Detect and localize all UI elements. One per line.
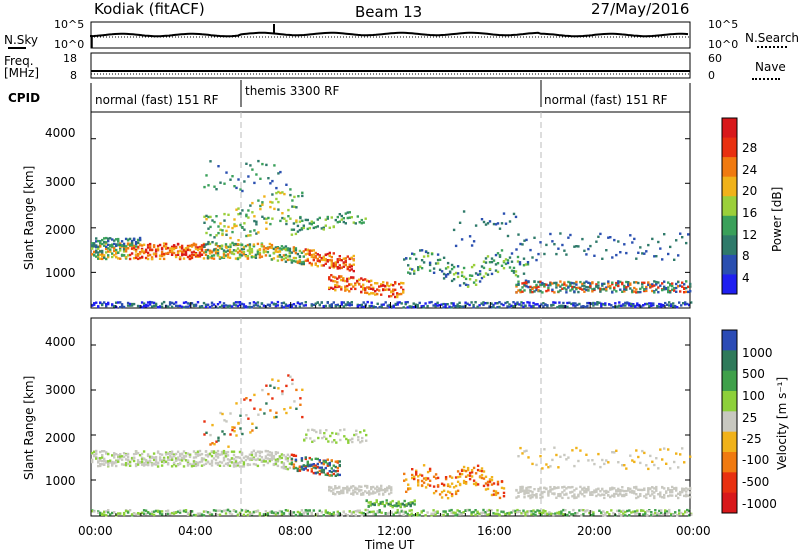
power-ytick-3000: 3000 (45, 175, 76, 189)
freq-label: Freq. (4, 54, 34, 68)
velocity-ytick-3000: 3000 (45, 383, 76, 397)
power-high-scatter (203, 159, 288, 193)
nave-legend-line (752, 78, 780, 80)
velocity-low-grey (328, 484, 393, 496)
power-colorbar-seg-1 (722, 137, 737, 158)
power-colorbar-seg-0 (722, 118, 737, 139)
power-main-band (91, 242, 355, 273)
nsearch-legend-line (757, 46, 787, 48)
nsky-label: N.Sky (4, 33, 39, 47)
velocity-colorbar-seg-6 (722, 452, 737, 473)
nsky-tick-bottom: 10^0 (54, 38, 85, 51)
xtick-2000: 20:00 (577, 524, 612, 538)
station-title: Kodiak (fitACF) (94, 0, 205, 18)
velocity-cbar-tick-500: 500 (742, 367, 765, 381)
velocity-green-patch (365, 499, 416, 509)
velocity-cbar-tick-minus500: -500 (742, 475, 770, 489)
freq-tick-top: 18 (63, 52, 77, 65)
power-colorbar-seg-6 (722, 235, 737, 256)
power-colorbar-seg-8 (722, 274, 737, 295)
power-colorbar-seg-7 (722, 254, 737, 275)
velocity-cbar-tick-100: 100 (742, 389, 765, 403)
power-panel-frame (90, 111, 691, 309)
cpid-label: CPID (8, 91, 41, 105)
xtick-0800: 08:00 (278, 524, 313, 538)
nsky-line (90, 31, 689, 38)
power-colorbar-seg-4 (722, 196, 737, 217)
velocity-mid-band (303, 428, 368, 444)
power-late-band (515, 280, 692, 294)
nave-tick-bottom: 0 (708, 69, 715, 82)
power-lower-red (328, 274, 405, 299)
power-cbar-tick-28: 28 (742, 141, 758, 155)
velocity-colorbar-seg-4 (722, 411, 737, 433)
xtick-0000: 00:00 (78, 524, 113, 538)
nave-label: Nave (755, 60, 786, 74)
power-patch-center (403, 249, 530, 288)
power-ytick-2000: 2000 (45, 223, 76, 237)
velocity-cbar-tick-minus25: -25 (742, 432, 762, 446)
velocity-late-scatter (517, 446, 692, 471)
power-band-upper (91, 236, 142, 248)
power-cbar-tick-16: 16 (742, 206, 758, 220)
velocity-ytick-2000: 2000 (45, 431, 76, 445)
xtick-1200: 12:00 (377, 524, 412, 538)
velocity-colorbar-seg-8 (722, 492, 737, 514)
freq-unit-label: [MHz] (4, 66, 40, 80)
power-colorbar-seg-2 (722, 157, 737, 178)
cpid-segment-1: normal (fast) 151 RF (95, 93, 219, 107)
velocity-panel-frame (90, 317, 691, 517)
power-ytick-4000: 4000 (45, 126, 76, 140)
nsky-tick-top: 10^5 (54, 18, 85, 31)
nsearch-label: N.Search (745, 31, 800, 45)
velocity-orange-patch (403, 464, 506, 500)
velocity-colorbar-seg-5 (722, 431, 737, 453)
velocity-cbar-tick-minus1000: -1000 (742, 497, 777, 511)
power-cbar-tick-12: 12 (742, 228, 758, 242)
velocity-colorbar-seg-0 (722, 330, 737, 351)
power-colorbar-seg-5 (722, 215, 737, 236)
velocity-ytick-1000: 1000 (45, 474, 76, 488)
power-cbar-tick-8: 8 (742, 249, 750, 263)
nsearch-tick-top: 10^5 (708, 18, 739, 31)
power-cbar-tick-24: 24 (742, 163, 758, 177)
velocity-upper-scatter (203, 374, 304, 448)
velocity-colorbar-seg-2 (722, 370, 737, 392)
velocity-colorbar-frame (721, 329, 738, 514)
velocity-cbar-tick-25: 25 (742, 411, 758, 425)
power-sparse-center (452, 210, 518, 248)
xtick-1600: 16:00 (477, 524, 512, 538)
nsky-legend-line (8, 47, 26, 49)
power-mid-band (290, 211, 367, 236)
cpid-segment-3: normal (fast) 151 RF (544, 93, 668, 107)
velocity-colorbar-seg-1 (722, 350, 737, 372)
power-cbar-tick-4: 4 (742, 271, 750, 285)
power-ground-band (91, 300, 693, 309)
xtick-0400: 04:00 (178, 524, 213, 538)
freq-panel-frame (90, 52, 691, 79)
velocity-colorbar-seg-7 (722, 472, 737, 494)
power-cbar-tick-20: 20 (742, 184, 758, 198)
velocity-cbar-tick-1000: 1000 (742, 346, 773, 360)
power-upper-scatter (203, 188, 304, 251)
nsearch-tick-bottom: 10^0 (708, 38, 739, 51)
freq-tick-bottom: 8 (70, 69, 77, 82)
velocity-ground-band (91, 508, 693, 517)
date-title: 27/May/2016 (591, 0, 690, 18)
velocity-cbar-tick-minus100: -100 (742, 453, 770, 467)
power-colorbar-frame (721, 117, 738, 295)
velocity-colorbar-seg-3 (722, 391, 737, 412)
xaxis-label: Time UT (365, 538, 415, 552)
power-ytick-1000: 1000 (45, 266, 76, 280)
beam-title: Beam 13 (355, 3, 423, 21)
velocity-ytick-4000: 4000 (45, 335, 76, 349)
xtick-0000-end: 00:00 (676, 524, 711, 538)
power-late-scatter (515, 232, 690, 262)
power-colorbar-seg-3 (722, 176, 737, 197)
velocity-main-band (91, 449, 341, 477)
cpid-segment-2: themis 3300 RF (245, 84, 340, 98)
velocity-late-band (515, 485, 692, 500)
nave-tick-top: 60 (708, 52, 722, 65)
